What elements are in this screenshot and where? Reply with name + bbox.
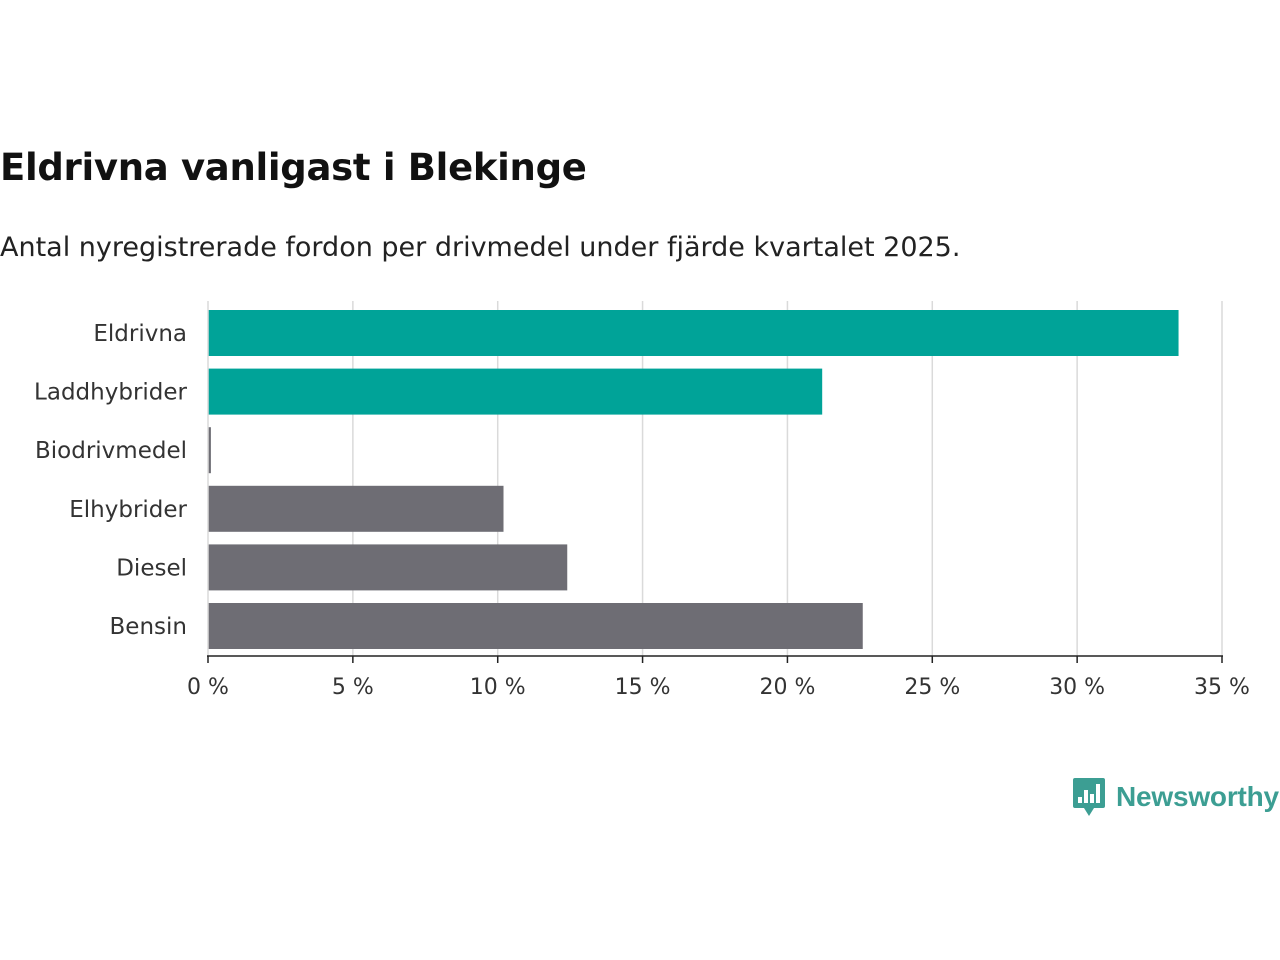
category-label-bensin: Bensin <box>110 614 187 640</box>
bar-elhybrider <box>208 485 504 532</box>
grid-lines <box>352 301 1223 656</box>
x-tick-label-15: 15 % <box>615 675 671 700</box>
x-axis: 0 % 5 % 10 % 15 % 20 % 25 % 30 % 35 % <box>187 301 1250 700</box>
chart-title: Eldrivna vanligast i Blekinge <box>0 146 587 189</box>
x-tick-label-20: 20 % <box>759 675 815 700</box>
category-label-laddhybrider: Laddhybrider <box>34 380 187 406</box>
bar-biodrivmedel <box>208 427 211 474</box>
category-label-eldrivna: Eldrivna <box>93 321 187 347</box>
bar-chart: 0 % 5 % 10 % 15 % 20 % 25 % 30 % 35 % Eldrivna L… <box>34 301 1250 700</box>
bar-bensin <box>208 603 863 649</box>
x-tick-label-0: 0 % <box>187 675 229 700</box>
x-tick-label-10: 10 % <box>470 675 526 700</box>
bar-diesel <box>208 544 568 591</box>
newsworthy-wordmark: Newsworthy <box>1116 781 1279 812</box>
bar-eldrivna <box>208 310 1179 356</box>
x-tick-label-5: 5 % <box>332 675 374 700</box>
newsworthy-logo: Newsworthy <box>1072 776 1279 818</box>
x-tick-label-35: 35 % <box>1194 675 1250 700</box>
category-labels: Eldrivna Laddhybrider Biodrivmedel Elhybrid… <box>34 321 187 640</box>
category-label-biodrivmedel: Biodrivmedel <box>35 438 187 464</box>
category-label-diesel: Diesel <box>116 555 187 581</box>
newsworthy-logo-icon <box>1073 778 1105 816</box>
bars <box>208 310 1179 649</box>
chart-subtitle: Antal nyregistrerade fordon per drivmede… <box>0 232 961 263</box>
x-tick-label-30: 30 % <box>1049 675 1105 700</box>
category-label-elhybrider: Elhybrider <box>69 497 187 523</box>
x-tick-label-25: 25 % <box>904 675 960 700</box>
bar-laddhybrider <box>208 368 823 415</box>
